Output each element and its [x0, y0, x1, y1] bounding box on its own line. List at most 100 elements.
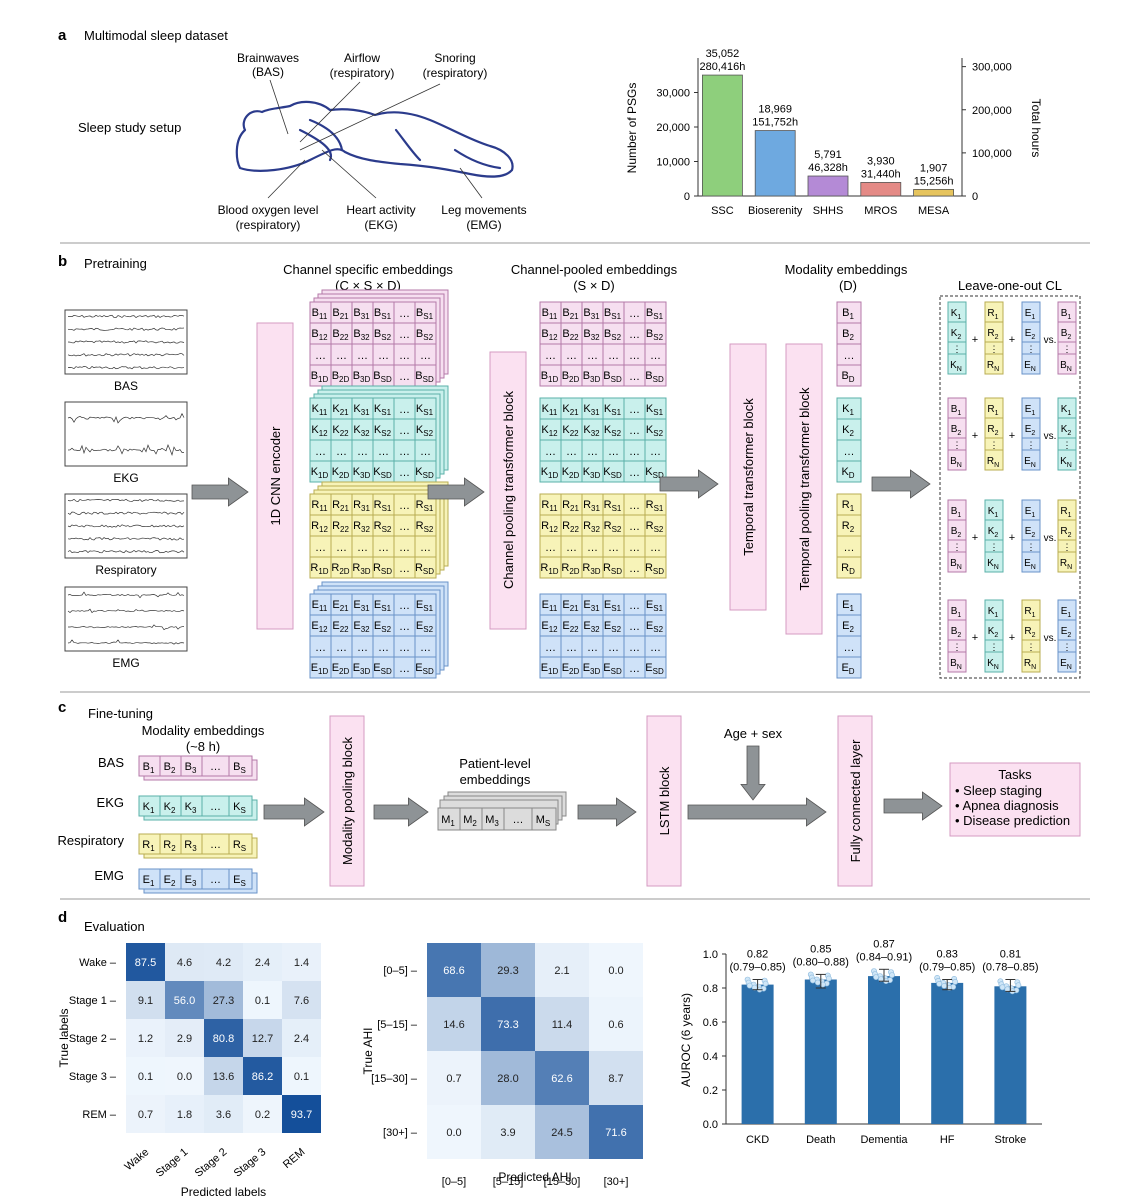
brainwaves-sub: (BAS)	[252, 65, 284, 79]
patient-M-cell: M2	[463, 814, 477, 828]
modality-E-cell: ED	[841, 662, 854, 676]
loo-B-cell: BN	[950, 456, 962, 469]
grid-ellipsis: …	[587, 542, 598, 554]
loo-ellipsis: ⋮	[953, 344, 962, 354]
heatmap-y-label: True labels	[57, 1009, 71, 1068]
grid-ellipsis: …	[399, 308, 410, 320]
grid-ellipsis: …	[629, 600, 640, 612]
grid-ellipsis: …	[378, 446, 389, 458]
loo-plus: +	[972, 334, 978, 346]
dataset-bar-chart: 0 10,000 20,000 30,000 0 100,000 200,000 300,00…	[625, 48, 1043, 217]
heatmap-value: 4.2	[216, 957, 231, 969]
heatmap-cell	[589, 1105, 643, 1159]
task-sleep-staging: • Sleep staging	[955, 783, 1042, 798]
heatmap-value: 87.5	[135, 957, 156, 969]
lstm-label: LSTM block	[657, 766, 672, 835]
channel-specific-K-cell: KS1	[416, 403, 434, 417]
channel-specific-E-cell: E1D	[311, 662, 329, 676]
channel-pooling-label: Channel pooling transformer block	[501, 391, 516, 589]
loo-K-cell: K1	[1061, 404, 1072, 417]
grid-ellipsis: …	[545, 642, 556, 654]
loo-E-cell: E2	[1025, 526, 1036, 539]
heatmap-value: 3.9	[500, 1127, 515, 1139]
channel-specific-B-cell: B11	[312, 307, 328, 321]
c-row-R-cell: R2	[163, 839, 176, 853]
panel-a-title: Multimodal sleep dataset	[84, 28, 228, 43]
channel-pooled-B-cell: BS2	[604, 328, 622, 342]
grid-ellipsis: …	[608, 642, 619, 654]
signal-trace	[67, 537, 185, 541]
loo-cell	[984, 651, 1004, 673]
channel-pooled-K-cell: KS2	[646, 424, 664, 438]
c-row-K-cell: KS	[233, 801, 246, 815]
grid-ellipsis: …	[629, 521, 640, 533]
modality-R-cell: RD	[841, 562, 855, 576]
loo-E-cell: EN	[1024, 558, 1036, 571]
c-row-ellipsis: …	[210, 874, 221, 886]
loo-B-cell: B2	[951, 424, 962, 437]
modality-R-cell: R2	[842, 520, 855, 534]
channel-pooled-B-cell: B2D	[562, 370, 580, 384]
channel-pooled-R-cell: R3D	[582, 562, 600, 576]
grid-ellipsis: …	[315, 542, 326, 554]
flow-arrow	[659, 469, 719, 499]
x-tick-label: SSC	[711, 205, 734, 217]
panel-b-letter: b	[58, 253, 67, 270]
signal-trace	[67, 498, 185, 502]
modality-K-cell: K1	[842, 403, 854, 417]
heatmap-col-label: Stage 2	[193, 1146, 230, 1180]
channel-pooled-R-cell: RS1	[646, 499, 664, 513]
channel-specific-B-cell: B22	[332, 328, 349, 342]
heatmap-value: 0.6	[608, 1019, 623, 1031]
signal-trace	[67, 511, 185, 515]
bar-hours-label: 46,328h	[808, 162, 848, 174]
heatmap-value: 0.1	[255, 995, 270, 1007]
signal-label-respiratory: Respiratory	[95, 563, 156, 577]
heatmap-value: 56.0	[174, 995, 195, 1007]
grid-ellipsis: …	[587, 642, 598, 654]
heatmap-value: 68.6	[443, 965, 464, 977]
loo-ellipsis: ⋮	[990, 344, 999, 354]
c-row-cell	[228, 755, 253, 777]
channel-pooled-B-cell: BSD	[603, 370, 622, 384]
heatmap-col-label: Wake	[122, 1146, 151, 1173]
channel-specific-K-cell: K32	[353, 424, 370, 438]
modality-B-cell: B2	[842, 328, 854, 342]
heatmap-cell	[243, 1095, 282, 1133]
channel-specific-K-cell: K21	[332, 403, 349, 417]
c-row-B-cell: B3	[185, 761, 197, 775]
fine-tuning-rows: BAS B1 B2 B3 … BS EKG K1 K2 K3 … KS Respiratory R1 R2 R…	[58, 755, 258, 894]
heatmap-cell	[126, 943, 165, 981]
grid-ellipsis: …	[399, 467, 410, 479]
channel-pooled-K-cell: KSD	[645, 466, 664, 480]
loo-plus: +	[972, 532, 978, 544]
heatmap-cell	[589, 943, 643, 997]
channel-specific-R-cell: R31	[353, 499, 370, 513]
y-tick-label: 0.4	[703, 1051, 718, 1063]
tasks-title: Tasks	[998, 767, 1032, 782]
cnn-encoder-label: 1D CNN encoder	[268, 426, 283, 526]
heatmap-row-label: Wake –	[79, 957, 117, 969]
channel-specific-B-cell: B2D	[332, 370, 350, 384]
y-axis-label: AUROC (6 years)	[679, 993, 693, 1087]
auroc-value-label: 0.83	[936, 949, 957, 961]
heatmap-cell	[204, 1095, 243, 1133]
loo-E-cell: E2	[1061, 626, 1072, 639]
signal-box	[64, 401, 188, 467]
channel-specific-R-cell: RS2	[416, 520, 434, 534]
heatmap-row-label: Stage 1 –	[69, 995, 117, 1007]
heatmap-cell	[481, 1105, 535, 1159]
loo-ellipsis: ⋮	[1063, 440, 1072, 450]
heatmap-value: 86.2	[252, 1071, 273, 1083]
grid-ellipsis: …	[399, 404, 410, 416]
grid-ellipsis: …	[420, 642, 431, 654]
channel-specific-K-cell: KSD	[415, 466, 434, 480]
grid-ellipsis: …	[399, 663, 410, 675]
heatmap-value: 0.0	[446, 1127, 461, 1139]
c-row-ellipsis: …	[210, 801, 221, 813]
bootstrap-dot	[762, 980, 769, 987]
loo-ellipsis: ⋮	[1063, 642, 1072, 652]
grid-ellipsis: …	[629, 500, 640, 512]
channel-specific-E-cell: E32	[353, 620, 370, 634]
